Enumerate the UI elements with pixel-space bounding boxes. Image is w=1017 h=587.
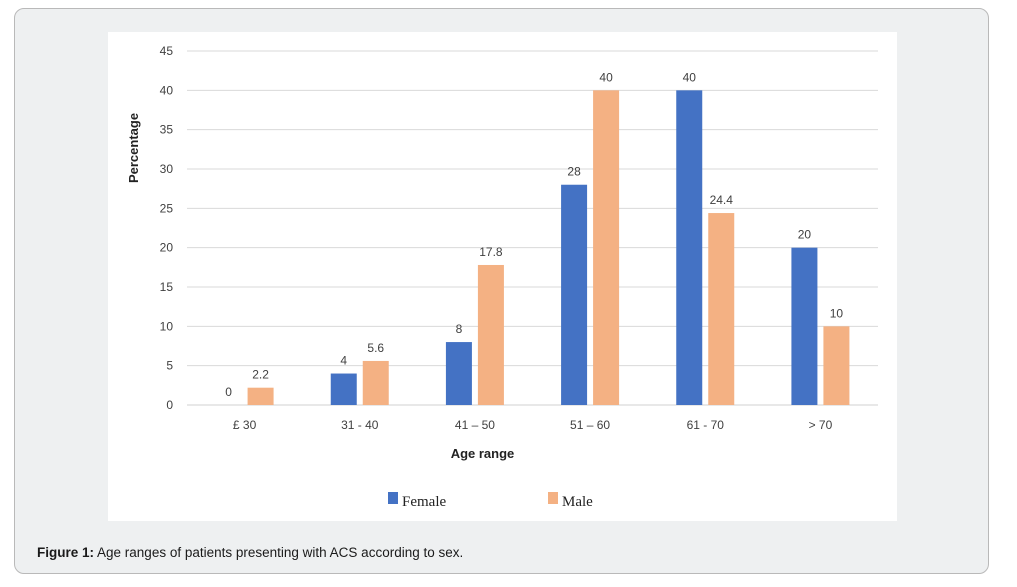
data-label: 10	[830, 306, 844, 320]
data-label: 24.4	[710, 193, 734, 207]
caption-text: Age ranges of patients presenting with A…	[94, 545, 464, 560]
legend-swatch-male	[548, 492, 558, 504]
bar-female	[791, 247, 818, 405]
y-tick-label: 15	[160, 280, 174, 294]
data-label: 5.6	[367, 341, 384, 355]
x-tick-label: 41 – 50	[455, 418, 495, 432]
caption-label: Figure 1:	[37, 545, 95, 560]
data-label: 40	[599, 70, 613, 84]
x-tick-label: 61 - 70	[687, 418, 725, 432]
chart-card: 0 5 10 15 20 25 30 35 40 45 0 2.2 £ 30 4 5.6 31 - 40 8 17…	[108, 32, 897, 521]
bar-male	[823, 326, 850, 405]
y-tick-label: 5	[166, 359, 173, 373]
bar-male	[708, 213, 735, 405]
data-label: 2.2	[252, 368, 269, 382]
bar-male	[362, 360, 389, 405]
y-tick-label: 30	[160, 162, 174, 176]
y-tick-label: 10	[160, 319, 174, 333]
x-tick-label: 51 – 60	[570, 418, 610, 432]
bar-female	[561, 184, 588, 405]
bar-male	[247, 387, 274, 405]
data-label: 40	[683, 70, 697, 84]
x-tick-label: 31 - 40	[341, 418, 379, 432]
bar-male	[593, 90, 620, 406]
y-tick-label: 35	[160, 123, 174, 137]
y-axis-title: Percentage	[126, 113, 141, 183]
y-tick-label: 45	[160, 44, 174, 58]
legend-male: Male	[562, 494, 593, 510]
y-tick-label: 40	[160, 83, 174, 97]
legend-female: Female	[402, 494, 446, 510]
y-tick-label: 0	[166, 398, 173, 412]
data-label: 8	[456, 322, 463, 336]
data-label: 0	[225, 385, 232, 399]
bar-female	[676, 90, 703, 406]
bar-female	[330, 373, 357, 405]
legend-swatch-female	[388, 492, 398, 504]
x-axis-title: Age range	[451, 446, 515, 461]
data-label: 4	[340, 354, 347, 368]
x-tick-label: £ 30	[233, 418, 257, 432]
data-label: 20	[798, 228, 812, 242]
bar-female	[445, 342, 472, 405]
bar-male	[477, 264, 504, 405]
bar-chart: 0 5 10 15 20 25 30 35 40 45 0 2.2 £ 30 4 5.6 31 - 40 8 17…	[126, 44, 878, 510]
data-label: 28	[567, 165, 581, 179]
data-label: 17.8	[479, 245, 503, 259]
figure-caption: Figure 1: Age ranges of patients present…	[37, 545, 463, 560]
y-tick-label: 20	[160, 241, 174, 255]
y-tick-label: 25	[160, 201, 174, 215]
x-tick-label: > 70	[809, 418, 833, 432]
